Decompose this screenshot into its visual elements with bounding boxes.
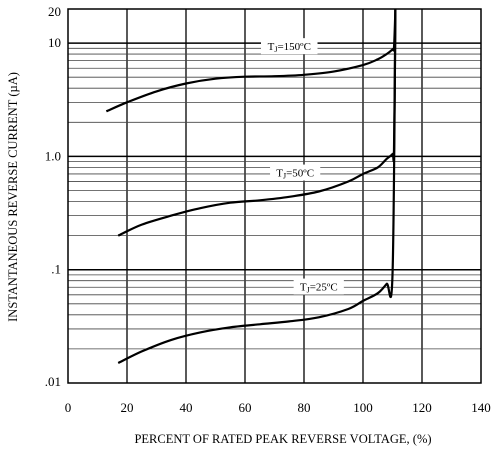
curve-label-background: [260, 38, 318, 55]
series-line-2: [117, 8, 397, 364]
x-tick-label: 140: [471, 400, 491, 415]
y-tick-label: 20: [48, 4, 61, 19]
curve-label-text: TJ=25ºC: [300, 282, 338, 295]
series-line-0: [105, 8, 397, 113]
series-line-1: [117, 8, 397, 237]
curve-label-text: TJ=50ºC: [276, 168, 314, 181]
x-tick-label: 40: [180, 400, 193, 415]
x-tick-label: 20: [121, 400, 134, 415]
curves: [105, 8, 397, 364]
plot-frame: [67, 8, 482, 384]
y-axis-title: INSTANTANEOUS REVERSE CURRENT (µA): [6, 72, 20, 322]
curve-label-background: [270, 164, 321, 181]
y-tick-label: .01: [45, 374, 61, 389]
y-tick-labels: .01 .1 1.0 10 20: [45, 4, 61, 389]
x-tick-labels: 0 20 40 60 80 100 120 140: [65, 400, 491, 415]
x-tick-label: 100: [353, 400, 373, 415]
x-tick-label: 0: [65, 400, 72, 415]
x-tick-label: 60: [239, 400, 252, 415]
curve-label-background: [293, 278, 344, 295]
y-tick-label: .1: [51, 262, 61, 277]
x-tick-label: 120: [412, 400, 432, 415]
x-tick-label: 80: [298, 400, 311, 415]
x-axis-title: PERCENT OF RATED PEAK REVERSE VOLTAGE, (…: [134, 432, 431, 446]
curve-labels: TJ=150ºC TJ=50ºC TJ=25ºC: [260, 38, 344, 295]
curve-label-1: TJ=50ºC: [270, 164, 321, 181]
y-tick-label: 10: [48, 35, 61, 50]
curve-label-text: TJ=150ºC: [268, 41, 311, 54]
y-tick-label: 1.0: [45, 148, 61, 163]
curve-label-2: TJ=25ºC: [293, 278, 344, 295]
curve-label-0: TJ=150ºC: [260, 38, 318, 55]
grid: [68, 9, 481, 383]
